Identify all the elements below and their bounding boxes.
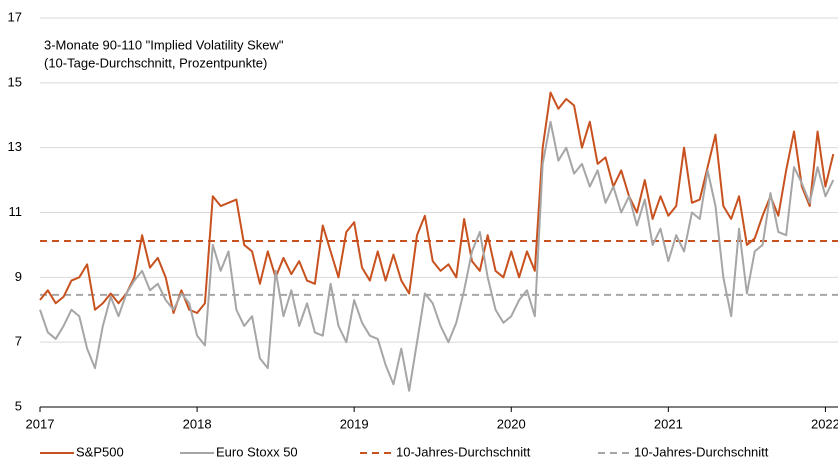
chart-subtitle: (10-Tage-Durchschnitt, Prozentpunkte) xyxy=(44,55,267,70)
legend-label: 10-Jahres-Durchschnitt xyxy=(396,444,531,459)
x-tick-label: 2018 xyxy=(183,416,212,431)
y-tick-label: 17 xyxy=(8,9,22,24)
legend-label: Euro Stoxx 50 xyxy=(216,444,298,459)
y-tick-label: 5 xyxy=(15,398,22,413)
x-tick-label: 2019 xyxy=(340,416,369,431)
legend-label: S&P500 xyxy=(76,444,124,459)
x-tick-label: 2017 xyxy=(26,416,55,431)
x-tick-label: 2020 xyxy=(497,416,526,431)
legend-label: 10-Jahres-Durchschnitt xyxy=(634,444,769,459)
chart-title: 3-Monate 90-110 "Implied Volatility Skew… xyxy=(44,37,284,52)
series-line xyxy=(39,120,835,392)
y-tick-label: 7 xyxy=(15,334,22,349)
y-tick-label: 9 xyxy=(15,269,22,284)
x-tick-label: 2021 xyxy=(654,416,683,431)
y-tick-label: 13 xyxy=(8,139,22,154)
y-tick-label: 11 xyxy=(9,204,23,219)
x-tick-label: 2022 xyxy=(811,416,838,431)
y-tick-label: 15 xyxy=(8,74,22,89)
